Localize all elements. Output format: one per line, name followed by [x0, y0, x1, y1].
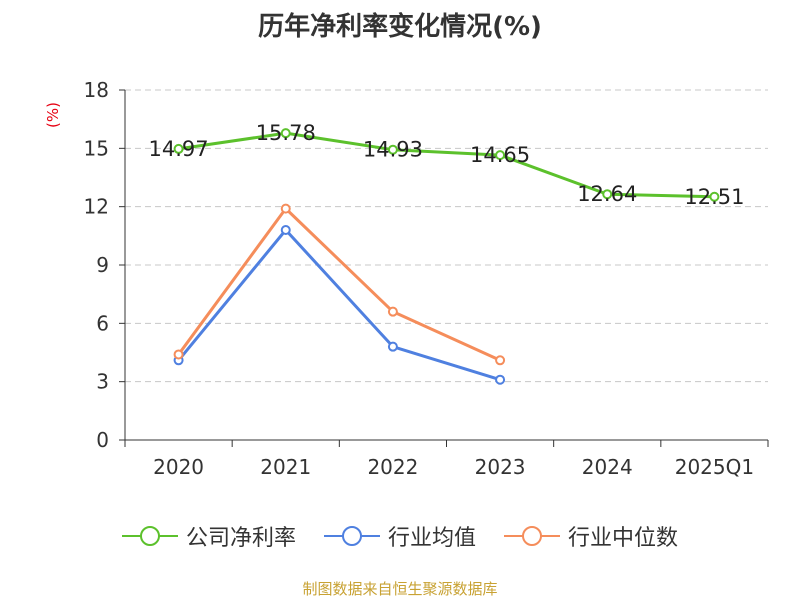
data-point [280, 203, 291, 214]
x-tick-label: 2021 [260, 455, 311, 479]
line-chart: 0 3 6 9 12 15 18 2020 2021 2022 2023 2024 2025Q1 14.9… [84, 78, 769, 479]
legend-item: 行业中位数 [504, 520, 678, 552]
legend: 公司净利率 行业均值 行业中位数 [0, 520, 800, 552]
legend-item: 行业均值 [323, 520, 476, 552]
data-label: 14.65 [470, 143, 530, 167]
legend-swatch-icon [121, 526, 178, 546]
data-point [387, 306, 398, 317]
data-point [280, 128, 291, 139]
x-tick-label: 2022 [367, 455, 418, 479]
data-point [387, 341, 398, 352]
data-point [495, 150, 506, 161]
y-tick-label: 12 [84, 195, 109, 219]
data-point [495, 355, 506, 366]
y-tick-label: 3 [96, 370, 109, 394]
y-tick-label: 15 [84, 136, 109, 160]
data-label: 14.93 [363, 138, 423, 162]
data-point [602, 189, 613, 200]
data-point [495, 374, 506, 385]
data-point [280, 225, 291, 235]
x-tick-label: 2020 [153, 455, 204, 479]
x-tick-label: 2025Q1 [675, 455, 754, 479]
source-note: 制图数据来自恒生聚源数据库 [302, 580, 498, 598]
chart-title: 历年净利率变化情况(%) [258, 12, 542, 42]
y-tick-label: 6 [96, 311, 109, 335]
y-tick-label: 9 [96, 253, 109, 277]
legend-label: 行业中位数 [568, 526, 679, 551]
legend-label: 行业均值 [387, 526, 476, 551]
data-label: 15.78 [256, 121, 316, 145]
series-line [178, 131, 715, 199]
x-tick-label: 2024 [582, 455, 633, 479]
data-label: 12.51 [684, 185, 744, 209]
series-line [177, 207, 501, 362]
legend-swatch-icon [323, 526, 380, 546]
data-point [387, 144, 398, 155]
data-label: 12.64 [577, 182, 637, 206]
series-line [177, 228, 501, 382]
y-tick-label: 18 [84, 78, 109, 102]
x-tick-label: 2023 [475, 455, 526, 479]
data-point [173, 143, 184, 154]
data-label: 14.97 [149, 137, 209, 161]
y-tick-label: 0 [96, 428, 109, 452]
data-point [709, 191, 720, 202]
data-point [173, 349, 184, 360]
legend-item: 公司净利率 [121, 520, 296, 552]
legend-label: 公司净利率 [185, 526, 296, 551]
legend-swatch-icon [504, 526, 560, 546]
